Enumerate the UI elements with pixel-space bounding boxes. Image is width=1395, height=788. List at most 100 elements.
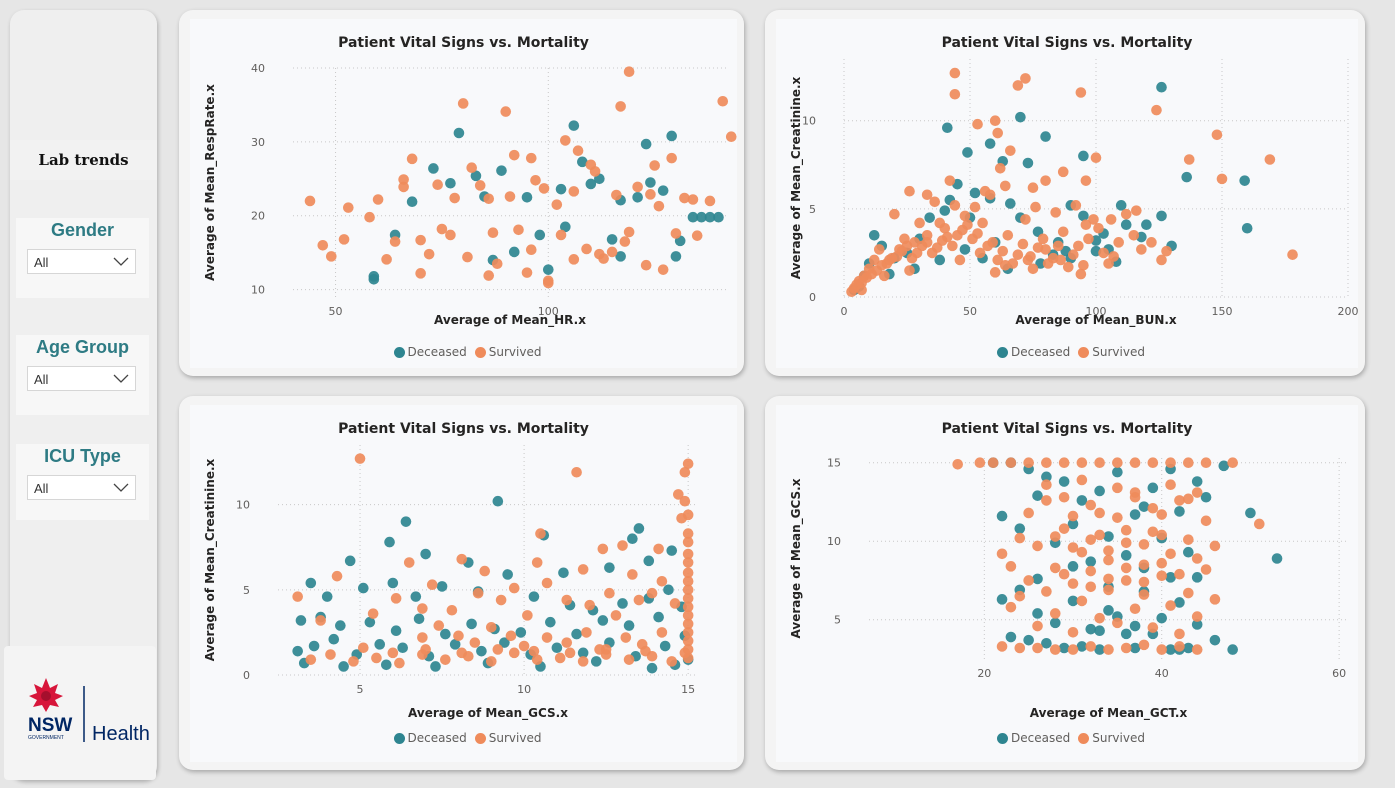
data-point-survived[interactable] (466, 162, 478, 174)
data-point-deceased[interactable] (924, 212, 935, 223)
data-point-deceased[interactable] (696, 211, 707, 223)
data-point-survived[interactable] (1049, 644, 1061, 655)
data-point-survived[interactable] (682, 548, 694, 560)
data-point-survived[interactable] (1088, 214, 1099, 225)
data-point-deceased[interactable] (1174, 597, 1185, 608)
data-point-survived[interactable] (1147, 622, 1159, 633)
data-point-survived[interactable] (939, 222, 951, 234)
data-point-survived[interactable] (949, 67, 961, 79)
data-point-survived[interactable] (1287, 249, 1298, 260)
data-point-deceased[interactable] (1112, 466, 1123, 478)
data-point-deceased[interactable] (615, 251, 626, 262)
data-point-deceased[interactable] (428, 163, 439, 174)
data-point-survived[interactable] (942, 231, 953, 243)
data-point-deceased[interactable] (632, 191, 643, 203)
data-point-survived[interactable] (856, 284, 867, 296)
data-point-deceased[interactable] (1005, 631, 1017, 643)
data-point-survived[interactable] (999, 259, 1011, 271)
data-point-survived[interactable] (996, 548, 1008, 560)
data-point-survived[interactable] (1085, 581, 1097, 593)
data-point-survived[interactable] (1017, 238, 1029, 250)
data-point-survived[interactable] (1129, 487, 1141, 498)
data-point-survived[interactable] (1085, 534, 1097, 545)
data-point-survived[interactable] (1183, 457, 1194, 469)
data-point-survived[interactable] (426, 579, 438, 591)
data-point-survived[interactable] (949, 200, 961, 211)
data-point-deceased[interactable] (653, 611, 664, 623)
data-point-survived[interactable] (1012, 249, 1024, 260)
data-point-survived[interactable] (387, 647, 399, 659)
data-point-survived[interactable] (531, 654, 543, 665)
data-point-survived[interactable] (508, 149, 520, 161)
data-point-deceased[interactable] (1174, 506, 1185, 517)
data-point-deceased[interactable] (663, 584, 674, 596)
data-point-survived[interactable] (1058, 491, 1070, 503)
data-point-survived[interactable] (653, 543, 664, 555)
data-point-survived[interactable] (1093, 222, 1104, 234)
data-point-survived[interactable] (1041, 495, 1052, 506)
data-point-survived[interactable] (1103, 644, 1114, 655)
data-point-deceased[interactable] (528, 591, 540, 602)
data-point-survived[interactable] (1112, 482, 1123, 494)
data-point-survived[interactable] (479, 565, 491, 577)
data-point-deceased[interactable] (1129, 642, 1141, 654)
data-point-survived[interactable] (1138, 639, 1150, 651)
data-point-survived[interactable] (1080, 219, 1092, 231)
data-point-survived[interactable] (972, 118, 983, 130)
data-point-deceased[interactable] (542, 264, 554, 275)
data-point-survived[interactable] (1014, 532, 1026, 544)
data-point-deceased[interactable] (328, 633, 340, 645)
data-point-deceased[interactable] (1035, 258, 1046, 269)
data-point-survived[interactable] (649, 160, 660, 171)
data-point-survived[interactable] (921, 189, 933, 201)
data-point-deceased[interactable] (1191, 619, 1203, 630)
data-point-survived[interactable] (1085, 565, 1097, 577)
data-point-survived[interactable] (462, 251, 473, 263)
data-point-survived[interactable] (1005, 561, 1017, 572)
data-point-deceased[interactable] (643, 555, 655, 567)
data-point-deceased[interactable] (1183, 642, 1194, 654)
data-point-deceased[interactable] (558, 567, 569, 579)
data-point-survived[interactable] (682, 601, 694, 613)
data-point-survived[interactable] (1103, 584, 1114, 596)
data-point-survived[interactable] (584, 599, 596, 611)
data-point-survived[interactable] (398, 181, 409, 193)
data-point-survived[interactable] (432, 179, 443, 191)
data-point-survived[interactable] (1030, 201, 1041, 213)
data-point-survived[interactable] (597, 543, 609, 555)
data-point-survived[interactable] (495, 594, 507, 606)
data-point-survived[interactable] (669, 598, 681, 609)
data-point-survived[interactable] (619, 236, 631, 247)
data-point-survived[interactable] (682, 593, 694, 604)
data-point-survived[interactable] (670, 228, 682, 239)
data-point-survived[interactable] (1209, 540, 1221, 552)
data-point-survived[interactable] (1055, 254, 1067, 266)
data-point-survived[interactable] (1129, 603, 1141, 615)
data-point-survived[interactable] (1058, 523, 1070, 534)
data-point-deceased[interactable] (387, 577, 399, 589)
data-point-deceased[interactable] (1032, 608, 1043, 619)
data-point-survived[interactable] (420, 644, 431, 655)
data-point-survived[interactable] (954, 254, 966, 266)
data-point-survived[interactable] (483, 193, 495, 205)
data-point-survived[interactable] (704, 195, 716, 207)
data-point-deceased[interactable] (1094, 625, 1105, 637)
data-point-survived[interactable] (952, 458, 964, 470)
data-point-survived[interactable] (551, 199, 563, 210)
data-point-deceased[interactable] (577, 156, 588, 168)
data-point-survived[interactable] (868, 254, 880, 266)
data-point-survived[interactable] (656, 575, 668, 587)
data-point-deceased[interactable] (1022, 157, 1034, 169)
data-point-deceased[interactable] (1245, 507, 1256, 519)
data-point-survived[interactable] (1120, 208, 1132, 220)
data-point-survived[interactable] (1057, 166, 1069, 178)
data-point-deceased[interactable] (440, 628, 451, 640)
data-point-deceased[interactable] (1115, 200, 1127, 211)
data-point-survived[interactable] (617, 540, 628, 551)
data-point-survived[interactable] (1103, 573, 1114, 585)
data-point-survived[interactable] (456, 647, 468, 659)
data-point-deceased[interactable] (1120, 219, 1132, 231)
data-point-survived[interactable] (879, 270, 890, 282)
data-point-survived[interactable] (1012, 80, 1024, 91)
